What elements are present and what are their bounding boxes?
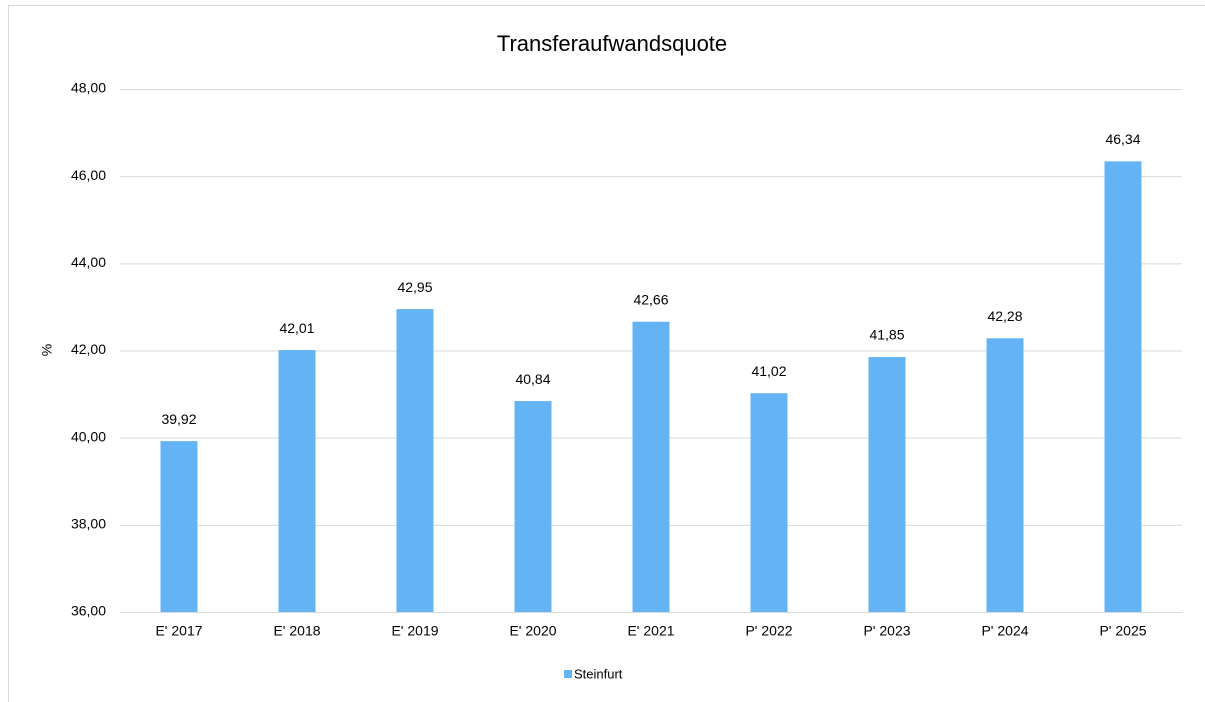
data-label: 42,95 (397, 279, 432, 295)
data-label: 41,02 (751, 363, 786, 379)
x-tick-label: E' 2021 (627, 623, 674, 639)
x-tick-label: P' 2023 (863, 623, 910, 639)
x-tick-label: P' 2022 (745, 623, 792, 639)
legend-swatch (564, 670, 572, 678)
y-axis-label: % (39, 344, 55, 356)
y-tick-label: 48,00 (71, 80, 106, 96)
bar (1104, 161, 1142, 612)
y-tick-label: 38,00 (71, 516, 106, 532)
data-label: 46,34 (1105, 131, 1140, 147)
bar (278, 350, 316, 612)
bar (514, 401, 552, 612)
bar (868, 357, 906, 612)
x-tick-label: P' 2024 (981, 623, 1028, 639)
bar (160, 441, 198, 612)
data-label: 41,85 (869, 327, 904, 343)
chart-title: Transferaufwandsquote (497, 31, 727, 56)
bar (750, 393, 788, 612)
y-tick-label: 36,00 (71, 603, 106, 619)
data-label: 42,01 (279, 320, 314, 336)
y-tick-label: 44,00 (71, 254, 106, 270)
y-tick-label: 40,00 (71, 428, 106, 444)
data-label: 40,84 (515, 371, 550, 387)
bar (986, 338, 1024, 612)
chart-frame (8, 5, 1205, 702)
y-tick-label: 42,00 (71, 341, 106, 357)
bar (396, 309, 434, 612)
data-label: 42,28 (987, 308, 1022, 324)
x-tick-label: E' 2018 (273, 623, 320, 639)
legend-label: Steinfurt (574, 666, 623, 681)
bar (632, 321, 670, 612)
data-label: 39,92 (161, 411, 196, 427)
x-tick-label: P' 2025 (1099, 623, 1146, 639)
x-tick-label: E' 2019 (391, 623, 438, 639)
x-tick-label: E' 2017 (155, 623, 202, 639)
y-tick-label: 46,00 (71, 167, 106, 183)
data-label: 42,66 (633, 291, 668, 307)
x-tick-label: E' 2020 (509, 623, 556, 639)
